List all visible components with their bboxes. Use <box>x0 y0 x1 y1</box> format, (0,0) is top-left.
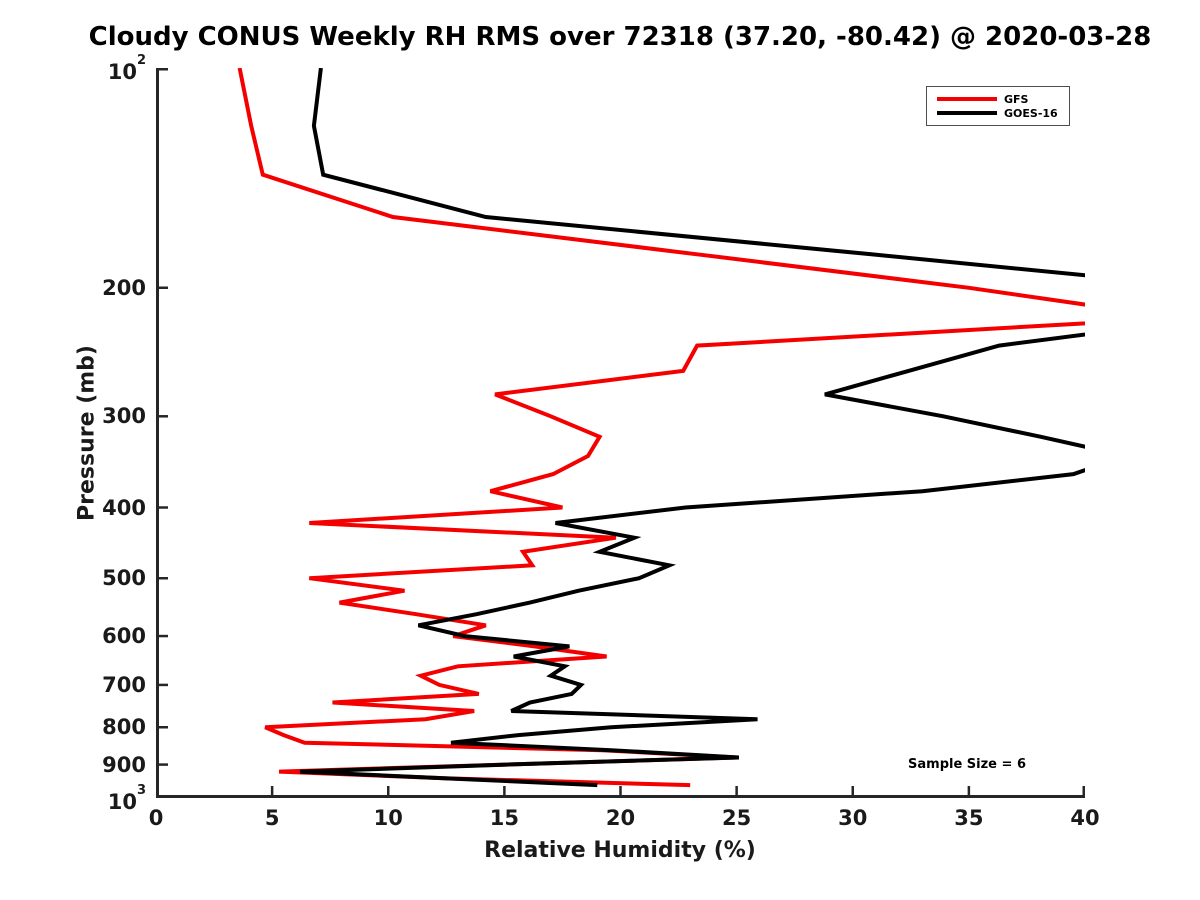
x-axis-label: Relative Humidity (%) <box>484 838 756 863</box>
y-tick-label-400: 400 <box>102 495 146 520</box>
y-tick-label-1000: 103 <box>107 782 146 814</box>
y-tick-label-600: 600 <box>102 624 146 649</box>
gfs-line-swatch <box>937 97 997 101</box>
y-tick-label-500: 500 <box>102 566 146 591</box>
x-tick-label-10: 10 <box>373 806 403 830</box>
x-tick-label-15: 15 <box>489 806 519 830</box>
sample-size-annotation: Sample Size = 6 <box>908 757 1026 772</box>
series-line-gfs <box>237 68 1085 788</box>
x-tick-label-40: 40 <box>1070 806 1100 830</box>
legend-label-goes16: GOES-16 <box>1004 106 1058 120</box>
x-tick-label-0: 0 <box>148 806 164 830</box>
x-tick-label-20: 20 <box>605 806 636 830</box>
y-tick-label-800: 800 <box>102 715 146 740</box>
plot-canvas <box>156 68 1085 798</box>
x-tick-label-35: 35 <box>954 806 984 830</box>
chart-title: Cloudy CONUS Weekly RH RMS over 72318 (3… <box>88 22 1152 52</box>
legend-box: GFS GOES-16 <box>926 86 1070 126</box>
y-tick-label-200: 200 <box>102 275 146 300</box>
y-tick-label-300: 300 <box>102 404 146 429</box>
x-tick-label-25: 25 <box>722 806 752 830</box>
legend-item-gfs: GFS <box>927 94 1069 105</box>
y-tick-label-900: 900 <box>102 752 146 777</box>
goes16-line-swatch <box>937 111 997 115</box>
y-tick-label-100: 102 <box>107 52 146 84</box>
y-tick-label-700: 700 <box>102 672 146 697</box>
legend-label-gfs: GFS <box>1004 92 1029 106</box>
x-tick-label-5: 5 <box>264 806 280 830</box>
series-line-goes-16 <box>299 68 1085 788</box>
x-tick-label-30: 30 <box>838 806 868 830</box>
legend-item-goes16: GOES-16 <box>927 108 1069 119</box>
plot-area: GFS GOES-16 Sample Size = 6 <box>156 68 1085 798</box>
